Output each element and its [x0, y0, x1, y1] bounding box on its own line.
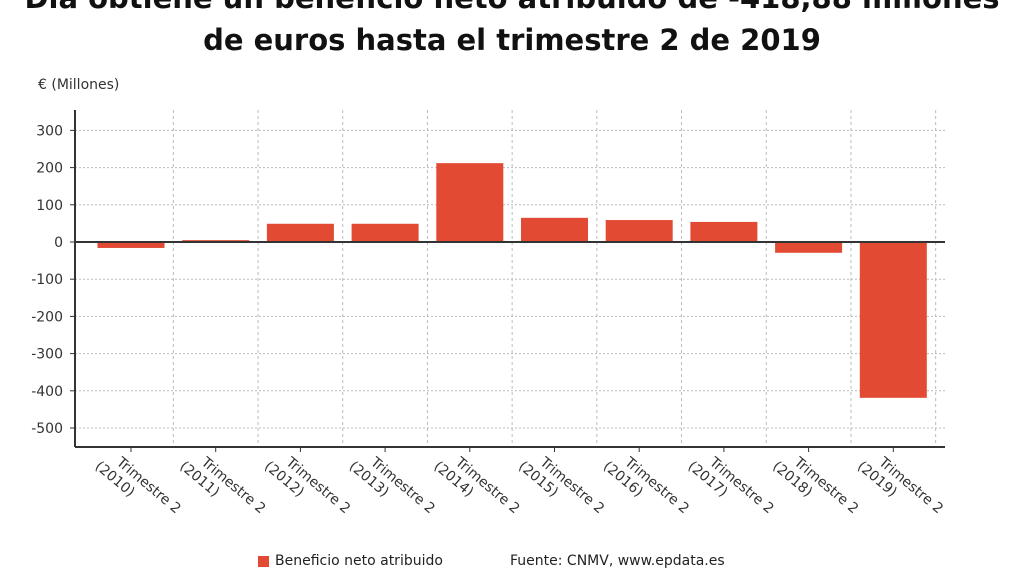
bar — [605, 220, 673, 242]
x-tick-label: Trimestre 2(2017) — [685, 445, 777, 530]
x-tick-label: Trimestre 2(2016) — [600, 445, 692, 530]
legend-label: Beneficio neto atribuido — [275, 553, 443, 569]
chart-title-line1: Dia obtiene un beneficio neto atribuido … — [0, 0, 1024, 18]
x-tick-label: Trimestre 2(2019) — [854, 445, 946, 530]
x-tick-label: Trimestre 2(2018) — [769, 445, 861, 530]
y-tick-label: -100 — [31, 272, 63, 288]
y-axis-label: € (Millones) — [38, 77, 120, 93]
bar — [351, 223, 419, 242]
legend: Beneficio neto atribuido — [258, 553, 443, 569]
bar — [859, 242, 927, 398]
y-tick-label: 300 — [36, 123, 63, 139]
bar — [266, 223, 334, 242]
x-tick-label: Trimestre 2(2011) — [176, 445, 268, 530]
y-tick-label: -500 — [31, 421, 63, 437]
y-tick-label: -300 — [31, 347, 63, 363]
y-tick-label: 0 — [54, 235, 63, 251]
bar — [521, 217, 588, 242]
x-tick-label: Trimestre 2(2012) — [261, 445, 353, 530]
y-tick-label: 200 — [36, 161, 63, 177]
y-tick-label: -400 — [31, 384, 63, 400]
y-tick-label: 100 — [36, 198, 63, 214]
x-tick-label: Trimestre 2(2010) — [92, 445, 184, 530]
chart-title-line2: de euros hasta el trimestre 2 de 2019 — [203, 23, 821, 57]
x-tick-label: Trimestre 2(2013) — [346, 445, 438, 530]
bar — [436, 163, 504, 242]
bar — [97, 242, 165, 248]
x-tick-label: Trimestre 2(2014) — [431, 445, 523, 530]
legend-swatch — [258, 555, 269, 567]
bar — [690, 221, 758, 242]
y-tick-label: -200 — [31, 309, 63, 325]
bar — [775, 242, 843, 253]
x-tick-label: Trimestre 2(2015) — [515, 445, 607, 530]
source-note: Fuente: CNMV, www.epdata.es — [510, 553, 725, 569]
